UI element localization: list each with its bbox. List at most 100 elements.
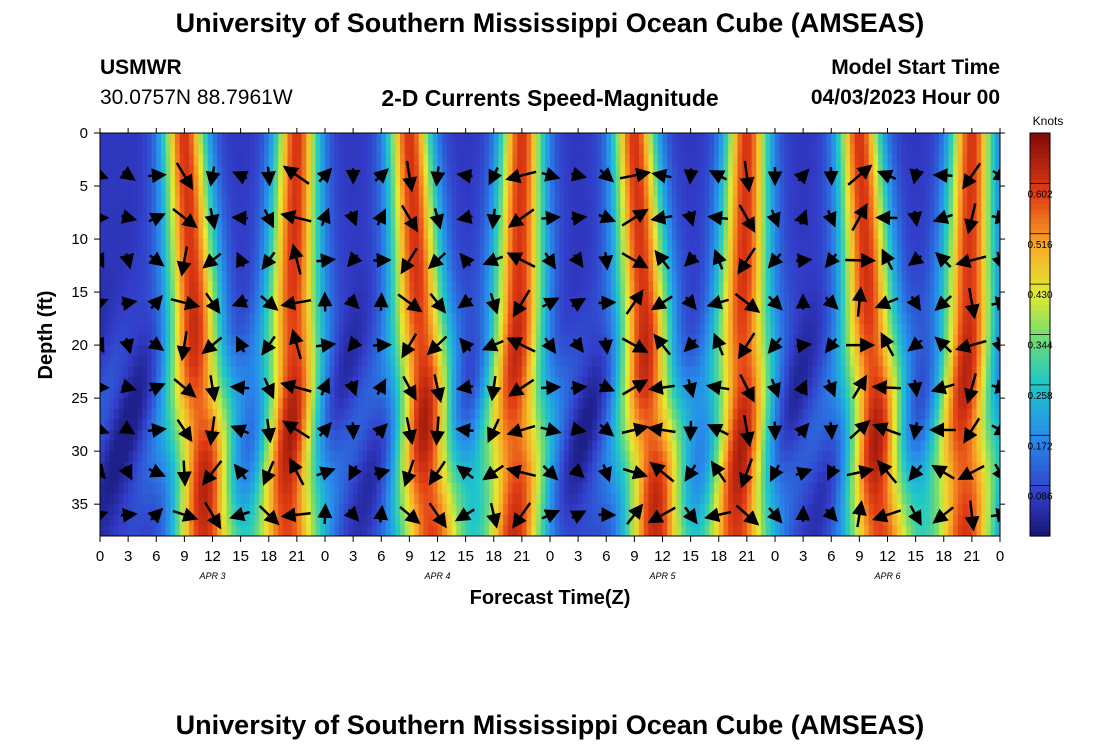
heat-cell: [681, 143, 687, 155]
heat-cell: [217, 525, 223, 536]
heat-cell: [118, 355, 125, 367]
heat-cell: [550, 143, 556, 155]
heat-cell: [423, 133, 429, 145]
heat-cell: [671, 323, 678, 336]
heat-cell: [114, 313, 120, 325]
heat-cell: [160, 323, 167, 336]
heat-cell: [400, 366, 406, 378]
heat-cell: [671, 451, 678, 463]
heat-cell: [592, 376, 598, 389]
heat-cell: [381, 355, 387, 367]
heat-cell: [475, 376, 481, 389]
heat-cell: [498, 228, 504, 240]
heat-cell: [475, 260, 481, 272]
heat-cell: [315, 239, 321, 251]
heat-cell: [259, 302, 265, 314]
heat-cell: [643, 313, 650, 325]
heat-cell: [446, 355, 453, 367]
heat-cell: [339, 387, 345, 399]
heat-cell: [339, 154, 345, 166]
heat-cell: [475, 323, 481, 336]
heat-cell: [292, 525, 298, 536]
heat-cell: [100, 281, 106, 293]
heat-cell: [475, 217, 481, 230]
heat-cell: [259, 461, 265, 473]
heat-cell: [690, 260, 696, 272]
heat-cell: [700, 429, 706, 442]
heat-cell: [310, 239, 317, 251]
heat-cell: [395, 514, 401, 526]
heat-cell: [250, 334, 256, 346]
heat-cell: [564, 472, 570, 484]
heat-cell: [437, 313, 443, 325]
heat-cell: [175, 366, 181, 378]
heat-cell: [414, 461, 420, 473]
heat-cell: [596, 461, 603, 473]
heat-cell: [160, 451, 167, 463]
heat-cell: [489, 313, 495, 325]
heat-cell: [296, 451, 303, 463]
heat-cell: [357, 175, 364, 187]
heat-cell: [160, 217, 167, 230]
heat-cell: [282, 133, 289, 145]
heat-cell: [250, 292, 256, 304]
heat-cell: [376, 525, 382, 536]
heat-cell: [695, 440, 701, 452]
heat-cell: [357, 217, 364, 230]
heat-cell: [179, 292, 185, 304]
heat-cell: [343, 493, 350, 505]
heat-cell: [451, 387, 457, 399]
heat-cell: [240, 133, 246, 145]
heat-cell: [156, 334, 162, 346]
heat-cell: [165, 376, 171, 389]
heat-cell: [526, 482, 532, 495]
heat-cell: [428, 493, 434, 505]
heat-cell: [554, 164, 560, 177]
heat-cell: [212, 366, 218, 378]
heat-cell: [643, 175, 650, 187]
heat-cell: [156, 186, 162, 198]
heat-cell: [634, 175, 640, 187]
heat-cell: [156, 133, 162, 145]
heat-cell: [151, 482, 157, 495]
heat-cell: [343, 345, 350, 357]
heat-cell: [587, 270, 593, 283]
heat-cell: [615, 154, 621, 166]
heat-cell: [343, 419, 350, 431]
heat-cell: [704, 355, 710, 367]
heat-cell: [704, 281, 710, 293]
heat-cell: [395, 451, 401, 463]
heat-cell: [676, 366, 682, 378]
heat-cell: [259, 313, 265, 325]
heat-cell: [479, 504, 485, 516]
heat-cell: [512, 408, 518, 420]
heat-cell: [231, 239, 237, 251]
station-coords: 30.0757N 88.7961W: [100, 86, 293, 109]
heat-cell: [231, 440, 237, 452]
heat-cell: [339, 440, 345, 452]
heat-cell: [156, 514, 162, 526]
heat-cell: [428, 451, 434, 463]
heat-cell: [662, 398, 668, 410]
heat-cell: [503, 292, 509, 304]
heat-cell: [142, 154, 148, 166]
heat-cell: [451, 281, 457, 293]
heat-cell: [493, 175, 500, 187]
heat-cell: [334, 366, 340, 378]
heat-cell: [653, 355, 659, 367]
heat-cell: [212, 133, 218, 145]
heat-cell: [221, 270, 228, 283]
heat-cell: [320, 366, 326, 378]
heat-cell: [418, 398, 425, 410]
heat-cell: [662, 366, 668, 378]
heat-cell: [137, 260, 143, 272]
heat-cell: [592, 461, 598, 473]
heat-cell: [371, 186, 378, 198]
heat-cell: [432, 143, 439, 155]
heat-cell: [578, 398, 584, 410]
heat-cell: [170, 376, 176, 389]
heat-cell: [625, 292, 631, 304]
heat-cell: [639, 154, 645, 166]
heat-cell: [625, 514, 631, 526]
